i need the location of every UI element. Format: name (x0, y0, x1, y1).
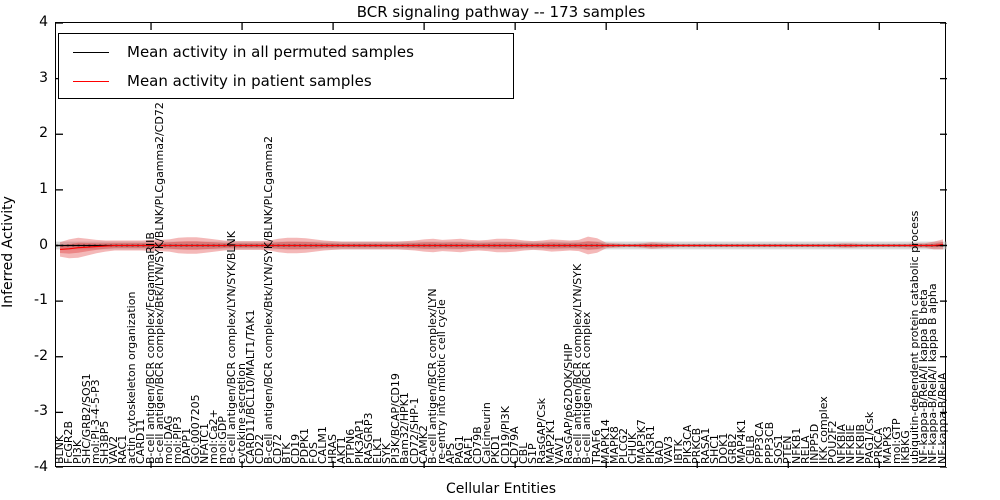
x-tick-label: B-cell antigen/BCR complex/Btk/LYN/SYK/B… (152, 102, 166, 464)
patient-mean-line (59, 243, 944, 250)
y-tick-label: -4 (34, 459, 48, 475)
patient-band-inner (60, 241, 943, 254)
x-tick-label: NF-kappa-B/RelA (935, 372, 949, 464)
y-tick-label: 0 (39, 236, 48, 253)
permuted-line-swatch (73, 51, 109, 53)
legend-item-patient: Mean activity in patient samples (59, 68, 372, 94)
legend: Mean activity in all permuted samples Me… (58, 33, 514, 99)
y-tick-label: 3 (39, 69, 48, 86)
chart-canvas (56, 23, 947, 468)
patient-band-outer (60, 236, 943, 259)
y-tick-label: -3 (34, 403, 48, 420)
y-tick-label: -2 (34, 347, 48, 364)
x-axis-label: Cellular Entities (445, 481, 557, 497)
patient-line-swatch (73, 80, 109, 82)
x-tick-label: re-entry into mitotic cell cycle (434, 299, 448, 464)
legend-label-patient: Mean activity in patient samples (127, 72, 372, 90)
chart-title: BCR signaling pathway -- 173 samples (356, 3, 646, 21)
y-tick-label: -1 (34, 292, 48, 309)
x-tick-label: B-cell antigen/BCR complex/Btk/LYN/SYK/B… (261, 136, 275, 464)
y-tick-label: 4 (39, 14, 48, 30)
legend-item-permuted: Mean activity in all permuted samples (59, 39, 414, 65)
legend-label-permuted: Mean activity in all permuted samples (127, 43, 414, 61)
y-tick-label: 1 (39, 180, 48, 197)
y-tick-label: 2 (39, 125, 48, 142)
